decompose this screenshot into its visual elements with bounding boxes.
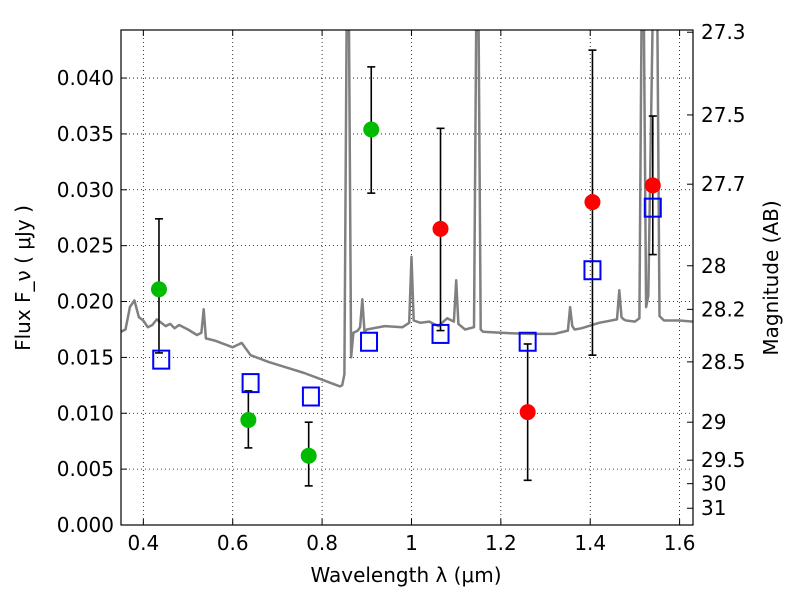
- right-tick-label: 28: [701, 254, 726, 278]
- data-point: [432, 220, 449, 237]
- x-tick-label: 1.2: [485, 531, 517, 555]
- marker-layer: [150, 121, 662, 464]
- right-tick-label: 31: [701, 496, 726, 520]
- data-point: [584, 194, 601, 211]
- right-tick-label: 27.3: [701, 20, 746, 44]
- right-tick-label: 28.5: [701, 350, 746, 374]
- grid-lines: [121, 30, 693, 526]
- model-point: [360, 331, 379, 352]
- x-tick-label: 0.6: [217, 531, 249, 555]
- x-tick-label: 0.8: [306, 531, 338, 555]
- x-axis-ticks: 0.4 0.6 0.8 1 1.2 1.4 1.6: [127, 30, 696, 555]
- right-tick-label: 30: [701, 472, 726, 496]
- data-point: [519, 404, 536, 421]
- plot-frame: [120, 29, 694, 526]
- y-axis-label: Flux F_ν ( μJy ): [11, 205, 35, 351]
- error-bar-layer: [154, 49, 657, 487]
- y-tick-label: 0.010: [57, 401, 114, 425]
- model-point: [152, 349, 171, 370]
- spectrum-layer: [121, 30, 693, 388]
- data-point: [363, 121, 380, 138]
- right-tick-label: 27.7: [701, 172, 746, 196]
- data-point: [644, 177, 661, 194]
- y-axis-ticks: 0.000 0.005 0.010 0.015 0.020 0.025 0.030 0.035…: [57, 66, 127, 537]
- y-tick-label: 0.000: [57, 513, 114, 537]
- right-tick-label: 29: [701, 410, 726, 434]
- y-tick-label: 0.035: [57, 122, 114, 146]
- model-point: [583, 260, 602, 281]
- y-tick-label: 0.030: [57, 178, 114, 202]
- data-point: [240, 411, 257, 428]
- x-tick-label: 0.4: [127, 531, 159, 555]
- model-point: [643, 197, 662, 218]
- y-tick-label: 0.020: [57, 290, 114, 314]
- right-tick-label: 28.2: [701, 297, 746, 321]
- right-axis-label: Magnitude (AB): [759, 200, 783, 355]
- y-tick-label: 0.040: [57, 66, 114, 90]
- x-tick-label: 1.4: [574, 531, 606, 555]
- y-tick-label: 0.015: [57, 345, 114, 369]
- y-tick-label: 0.025: [57, 234, 114, 258]
- model-point: [301, 386, 320, 407]
- right-tick-label: 27.5: [701, 103, 746, 127]
- data-point: [300, 447, 317, 464]
- x-axis-label: Wavelength λ (μm): [310, 563, 501, 587]
- model-point: [431, 323, 450, 344]
- model-point: [241, 373, 260, 394]
- right-tick-label: 29.5: [701, 448, 746, 472]
- data-point: [150, 281, 167, 298]
- spectrum-line: [121, 30, 693, 388]
- x-tick-label: 1: [405, 531, 418, 555]
- y-tick-label: 0.005: [57, 457, 114, 481]
- x-tick-label: 1.6: [664, 531, 696, 555]
- model-point: [518, 331, 537, 352]
